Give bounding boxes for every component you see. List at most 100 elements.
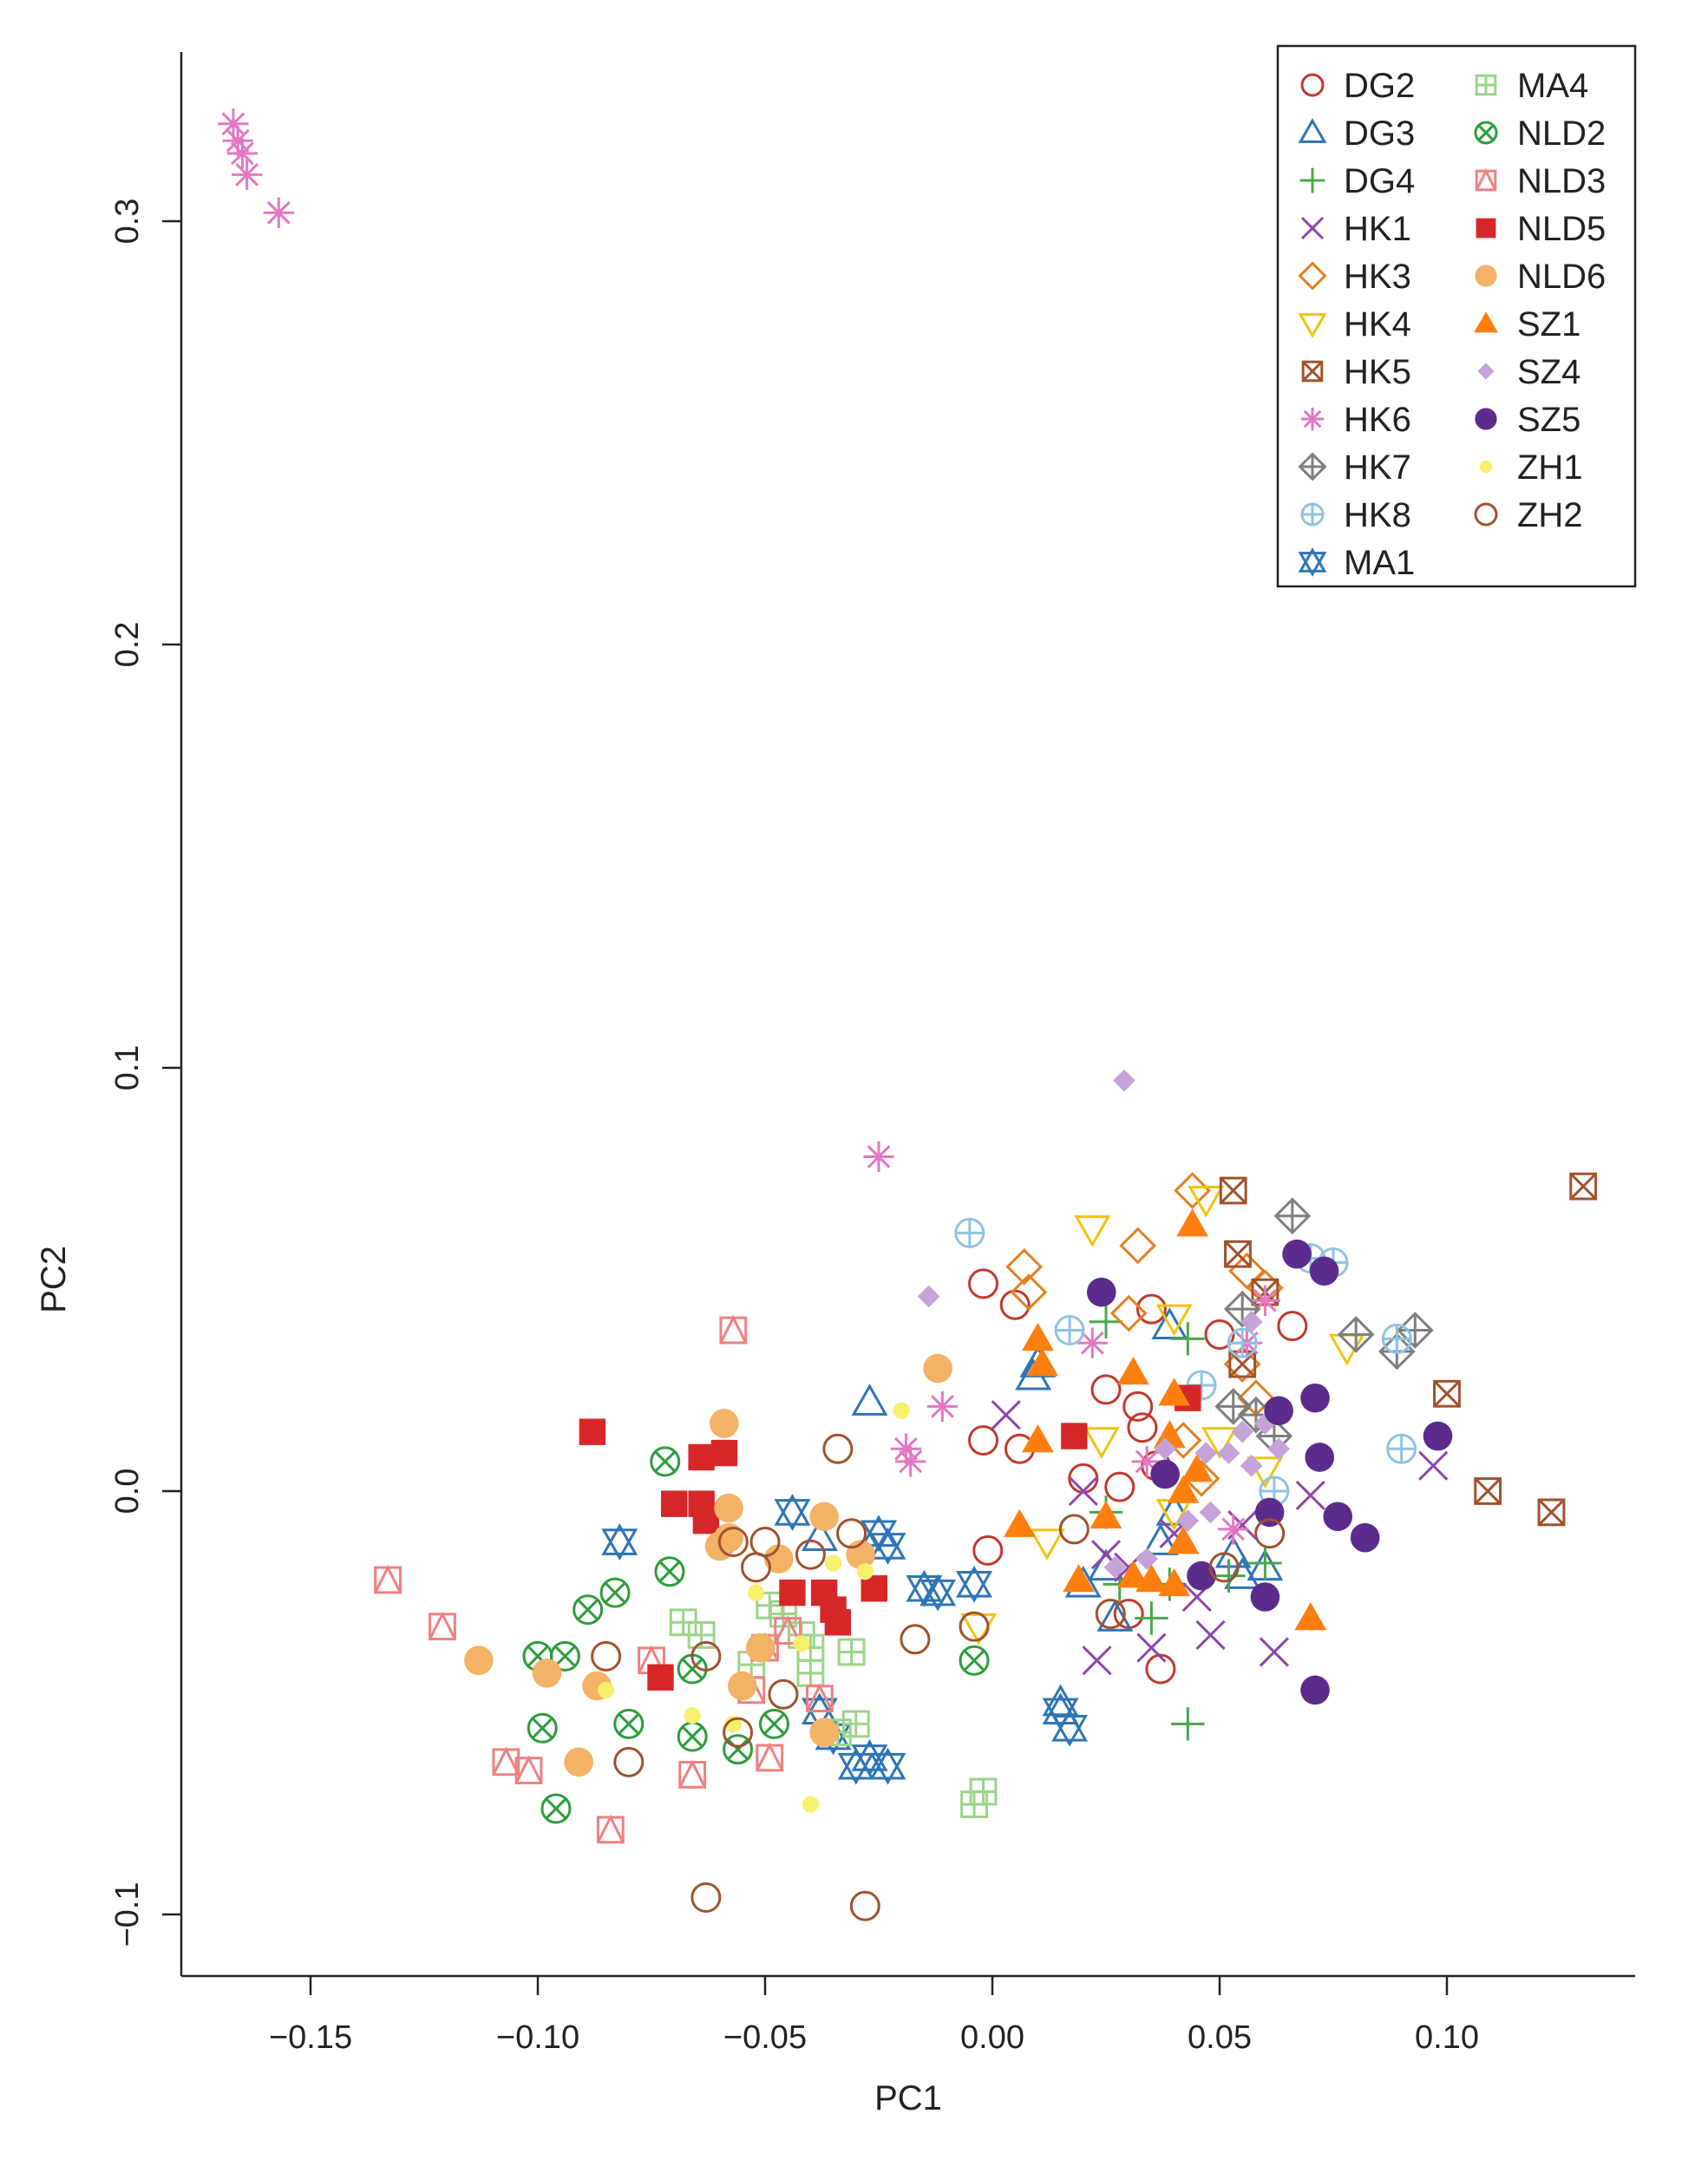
series-hk6 bbox=[218, 108, 1280, 1545]
legend-marker bbox=[1474, 502, 1498, 527]
legend-label: DG2 bbox=[1344, 67, 1415, 105]
point-dg4 bbox=[1248, 1546, 1282, 1580]
x-tick-label: −0.10 bbox=[496, 2019, 579, 2056]
point-nld3 bbox=[429, 1611, 456, 1641]
data-points bbox=[218, 108, 1598, 1921]
point-hk6 bbox=[1076, 1327, 1108, 1358]
point-dg2 bbox=[1204, 1319, 1235, 1350]
legend-label: HK4 bbox=[1344, 305, 1411, 344]
legend-marker bbox=[1300, 502, 1325, 527]
legend-item-sz1: SZ1 bbox=[1474, 305, 1580, 344]
point-zh2 bbox=[768, 1678, 799, 1710]
point-zh2 bbox=[690, 1881, 722, 1913]
legend-item-hk5: HK5 bbox=[1301, 353, 1411, 391]
point-nld3 bbox=[596, 1814, 625, 1844]
y-tick-label: −0.1 bbox=[109, 1881, 146, 1947]
point-hk8 bbox=[954, 1217, 985, 1248]
point-zh2 bbox=[1254, 1518, 1286, 1549]
point-sz5 bbox=[1086, 1277, 1116, 1307]
legend-label: NLD2 bbox=[1517, 115, 1606, 153]
point-hk6 bbox=[218, 108, 249, 140]
legend-label: MA4 bbox=[1517, 67, 1588, 105]
legend-marker bbox=[1300, 73, 1325, 97]
legend-marker bbox=[1475, 265, 1497, 287]
point-zh2 bbox=[1208, 1552, 1240, 1583]
point-zh1 bbox=[747, 1584, 765, 1601]
point-ma1 bbox=[1051, 1709, 1089, 1747]
point-hk4 bbox=[1074, 1215, 1111, 1247]
legend-marker bbox=[1298, 452, 1327, 481]
point-hk7 bbox=[1273, 1197, 1312, 1235]
point-hk3 bbox=[1010, 1273, 1048, 1311]
point-sz5 bbox=[1254, 1497, 1285, 1528]
legend-label: NLD3 bbox=[1517, 162, 1606, 200]
legend-marker bbox=[1301, 360, 1324, 383]
point-sz1 bbox=[1090, 1500, 1122, 1529]
legend-item-hk6: HK6 bbox=[1300, 401, 1411, 439]
point-hk5 bbox=[1224, 1240, 1252, 1268]
point-ma1 bbox=[851, 1739, 888, 1777]
point-sz5 bbox=[1423, 1421, 1453, 1451]
point-hk4 bbox=[1083, 1427, 1120, 1459]
legend-label: NLD5 bbox=[1517, 210, 1606, 248]
series-zh2 bbox=[591, 1433, 1286, 1921]
point-nld6 bbox=[745, 1633, 775, 1663]
legend-marker bbox=[1476, 218, 1496, 239]
point-nld3 bbox=[374, 1564, 402, 1594]
point-nld6 bbox=[809, 1502, 839, 1532]
point-hk4 bbox=[1155, 1304, 1193, 1337]
point-ma4 bbox=[969, 1777, 998, 1806]
legend-item-zh2: ZH2 bbox=[1474, 496, 1583, 534]
point-hk8 bbox=[1381, 1323, 1412, 1354]
point-ma1 bbox=[956, 1565, 993, 1603]
point-sz4 bbox=[1194, 1442, 1218, 1464]
point-zh1 bbox=[825, 1554, 842, 1572]
point-sz1 bbox=[1026, 1348, 1059, 1377]
point-hk3 bbox=[1109, 1294, 1148, 1332]
point-zh2 bbox=[849, 1890, 880, 1921]
point-nld3 bbox=[719, 1314, 748, 1345]
point-nld6 bbox=[809, 1718, 839, 1747]
point-dg2 bbox=[1090, 1374, 1122, 1405]
x-tick-label: −0.15 bbox=[269, 2019, 352, 2056]
point-dg2 bbox=[1122, 1391, 1154, 1422]
legend-label: SZ5 bbox=[1517, 401, 1580, 439]
point-sz1 bbox=[1004, 1508, 1036, 1537]
point-hk4 bbox=[1028, 1528, 1065, 1561]
legend-item-ma4: MA4 bbox=[1475, 67, 1588, 105]
legend-marker bbox=[1475, 408, 1497, 430]
legend-marker bbox=[1299, 167, 1325, 193]
point-dg3 bbox=[1042, 1684, 1079, 1717]
point-sz1 bbox=[1022, 1424, 1054, 1453]
point-zh2 bbox=[613, 1746, 645, 1777]
y-axis-title: PC2 bbox=[35, 1246, 73, 1313]
point-sz4 bbox=[917, 1285, 940, 1308]
point-sz5 bbox=[1282, 1239, 1312, 1269]
point-hk1 bbox=[991, 1400, 1021, 1430]
point-hk3 bbox=[1119, 1227, 1157, 1265]
series-sz1 bbox=[1004, 1208, 1327, 1631]
point-ma1 bbox=[919, 1574, 957, 1612]
legend-label: HK5 bbox=[1344, 353, 1411, 391]
point-hk3 bbox=[1005, 1248, 1044, 1286]
point-zh2 bbox=[690, 1640, 722, 1672]
point-nld6 bbox=[923, 1353, 952, 1384]
point-sz1 bbox=[1153, 1420, 1186, 1449]
x-tick-label: 0.05 bbox=[1188, 2019, 1252, 2056]
legend-label: ZH2 bbox=[1517, 496, 1583, 534]
point-zh2 bbox=[749, 1527, 781, 1558]
y-tick-label: 0.1 bbox=[109, 1045, 146, 1091]
point-hk8 bbox=[1386, 1433, 1417, 1464]
point-ma1 bbox=[774, 1493, 811, 1531]
point-ma4 bbox=[837, 1638, 866, 1666]
point-dg3 bbox=[1155, 1493, 1193, 1526]
point-nld2 bbox=[527, 1712, 558, 1744]
x-axis-title: PC1 bbox=[874, 2079, 942, 2117]
point-nld5 bbox=[579, 1418, 606, 1445]
point-sz1 bbox=[1158, 1377, 1190, 1406]
legend-item-hk4: HK4 bbox=[1298, 305, 1411, 344]
point-nld3 bbox=[678, 1759, 707, 1789]
point-hk5 bbox=[1433, 1379, 1461, 1408]
point-zh2 bbox=[822, 1433, 854, 1464]
